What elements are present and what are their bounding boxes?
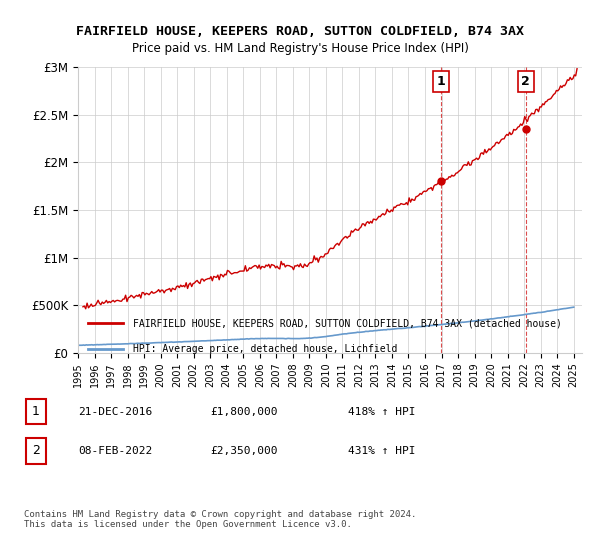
Text: FAIRFIELD HOUSE, KEEPERS ROAD, SUTTON COLDFIELD, B74 3AX: FAIRFIELD HOUSE, KEEPERS ROAD, SUTTON CO… bbox=[76, 25, 524, 38]
Text: 1: 1 bbox=[437, 75, 445, 88]
Text: 21-DEC-2016: 21-DEC-2016 bbox=[78, 407, 152, 417]
Text: Price paid vs. HM Land Registry's House Price Index (HPI): Price paid vs. HM Land Registry's House … bbox=[131, 42, 469, 55]
Text: 431% ↑ HPI: 431% ↑ HPI bbox=[348, 446, 415, 456]
Text: HPI: Average price, detached house, Lichfield: HPI: Average price, detached house, Lich… bbox=[133, 344, 398, 353]
Text: Contains HM Land Registry data © Crown copyright and database right 2024.
This d: Contains HM Land Registry data © Crown c… bbox=[24, 510, 416, 529]
Text: 418% ↑ HPI: 418% ↑ HPI bbox=[348, 407, 415, 417]
Text: £1,800,000: £1,800,000 bbox=[210, 407, 277, 417]
Text: £2,350,000: £2,350,000 bbox=[210, 446, 277, 456]
Text: 2: 2 bbox=[521, 75, 530, 88]
Text: 08-FEB-2022: 08-FEB-2022 bbox=[78, 446, 152, 456]
Text: FAIRFIELD HOUSE, KEEPERS ROAD, SUTTON COLDFIELD, B74 3AX (detached house): FAIRFIELD HOUSE, KEEPERS ROAD, SUTTON CO… bbox=[133, 319, 562, 328]
Text: 1: 1 bbox=[32, 405, 40, 418]
Text: 2: 2 bbox=[32, 444, 40, 458]
